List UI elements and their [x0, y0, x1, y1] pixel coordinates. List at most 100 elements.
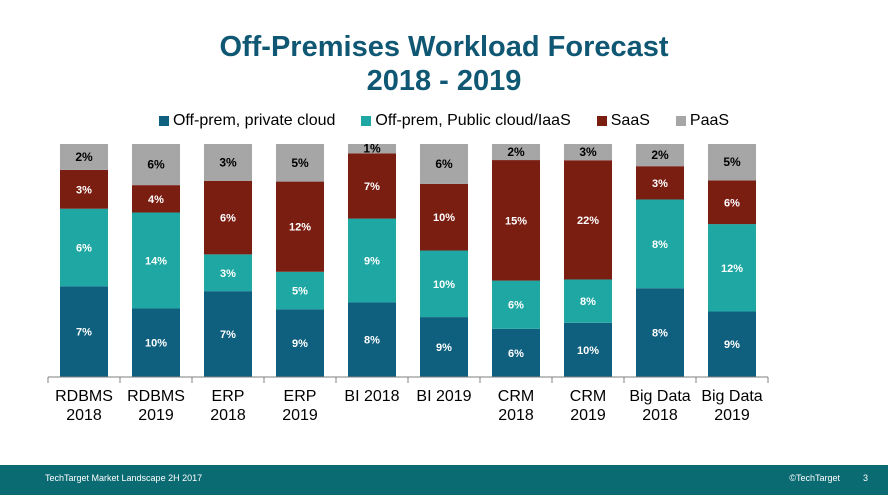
data-label: 3%	[579, 145, 597, 159]
bar-segment	[348, 144, 396, 154]
data-label: 7%	[76, 327, 92, 339]
bar-segment	[708, 311, 756, 377]
chart-title-line1: Off-Premises Workload Forecast	[219, 31, 669, 63]
data-label: 4%	[148, 194, 164, 206]
data-label: 6%	[76, 243, 92, 255]
data-label: 15%	[505, 215, 527, 227]
bar-segment	[564, 279, 612, 323]
data-label: 9%	[436, 342, 452, 354]
bar-segment	[348, 153, 396, 219]
data-label: 12%	[289, 222, 311, 234]
bar-segment	[420, 183, 468, 251]
data-label: 8%	[364, 335, 380, 347]
footer-copyright: ©TechTarget	[789, 473, 840, 483]
legend-label: Off-prem, Public cloud/IaaS	[375, 112, 571, 129]
bar-segment	[204, 144, 252, 181]
legend-item: Off-prem, Public cloud/IaaS	[361, 112, 571, 130]
bar-segment	[636, 144, 684, 167]
data-label: 10%	[145, 338, 167, 350]
x-tick-label: CRM	[570, 388, 606, 405]
bar-segment	[60, 144, 108, 170]
data-label: 3%	[76, 184, 92, 196]
data-label: 6%	[508, 348, 524, 360]
data-label: 6%	[147, 158, 165, 172]
data-label: 9%	[292, 338, 308, 350]
bar-segment	[132, 144, 180, 186]
bar-segment	[708, 144, 756, 181]
chart-title: Off-Premises Workload Forecast 2018 - 20…	[0, 30, 888, 98]
data-label: 8%	[652, 239, 668, 251]
data-label: 8%	[652, 328, 668, 340]
x-tick-label: 2019	[138, 407, 174, 424]
legend-item: Off-prem, private cloud	[158, 112, 336, 130]
data-label: 3%	[220, 268, 236, 280]
x-tick-label: 2018	[210, 407, 246, 424]
data-label: 7%	[364, 181, 380, 193]
x-tick-label: 2018	[66, 407, 102, 424]
bar-segment	[636, 288, 684, 377]
legend-swatch	[361, 116, 372, 126]
stacked-bar-chart: 7% 6% 3% 2% RDBMS 2018 10% 14% 4% 6% RDBMS 2019 7% 3%…	[47, 142, 769, 424]
x-tick-label: 2019	[570, 407, 606, 424]
bar-segment	[636, 199, 684, 289]
bar-segment	[420, 250, 468, 318]
bar-segment	[492, 160, 540, 281]
legend-swatch	[675, 116, 686, 126]
data-label: 3%	[652, 178, 668, 190]
data-label: 10%	[433, 212, 455, 224]
data-label: 5%	[723, 155, 741, 169]
x-tick-label: ERP	[212, 388, 245, 405]
x-tick-label: BI 2019	[416, 388, 471, 405]
bar-segment	[132, 185, 180, 213]
data-label: 5%	[291, 156, 309, 170]
bar-segment	[708, 180, 756, 225]
data-label: 9%	[364, 256, 380, 268]
data-label: 8%	[580, 296, 596, 308]
x-tick-label: 2019	[714, 407, 750, 424]
x-tick-label: 2018	[498, 407, 534, 424]
bar-segment	[204, 254, 252, 292]
x-tick-label: RDBMS	[127, 388, 185, 405]
bar-segment	[564, 144, 612, 161]
bar-segment	[60, 169, 108, 209]
bar-segment	[708, 224, 756, 312]
x-tick-label: Big Data	[701, 388, 762, 405]
data-label: 2%	[75, 150, 93, 164]
legend-label: Off-prem, private cloud	[172, 112, 336, 129]
bar-segment	[60, 286, 108, 377]
page-number: 3	[862, 473, 868, 483]
data-label: 6%	[724, 197, 740, 209]
data-label: 10%	[433, 279, 455, 291]
bar-segment	[636, 166, 684, 200]
legend: Off-prem, private cloud Off-prem, Public …	[0, 112, 888, 130]
bar-segment	[132, 308, 180, 377]
data-label: 6%	[220, 213, 236, 225]
data-label: 10%	[577, 345, 599, 357]
data-label: 5%	[292, 286, 308, 298]
data-label: 7%	[220, 329, 236, 341]
chart-title-line2: 2018 - 2019	[366, 65, 522, 97]
bar-segment	[420, 317, 468, 377]
data-label: 12%	[721, 263, 743, 275]
x-tick-label: Big Data	[629, 388, 690, 405]
data-label: 2%	[507, 145, 525, 159]
bar-segment	[564, 160, 612, 280]
x-tick-label: BI 2018	[344, 388, 399, 405]
bar-segment	[204, 180, 252, 255]
x-tick-label: RDBMS	[55, 388, 113, 405]
bar-segment	[492, 144, 540, 161]
bar-segment	[60, 208, 108, 287]
x-tick-label: CRM	[498, 388, 534, 405]
bar-segment	[276, 271, 324, 310]
legend-label: SaaS	[610, 112, 650, 129]
bar-segment	[204, 291, 252, 377]
bar-segment	[348, 218, 396, 303]
data-label: 1%	[363, 142, 381, 156]
x-tick-label: 2018	[642, 407, 678, 424]
legend-swatch	[596, 116, 607, 126]
footer-source: TechTarget Market Landscape 2H 2017	[45, 473, 203, 483]
bar-segment	[492, 328, 540, 377]
bar-segment	[492, 280, 540, 329]
legend-item: PaaS	[675, 112, 729, 130]
bar-segment	[348, 302, 396, 377]
